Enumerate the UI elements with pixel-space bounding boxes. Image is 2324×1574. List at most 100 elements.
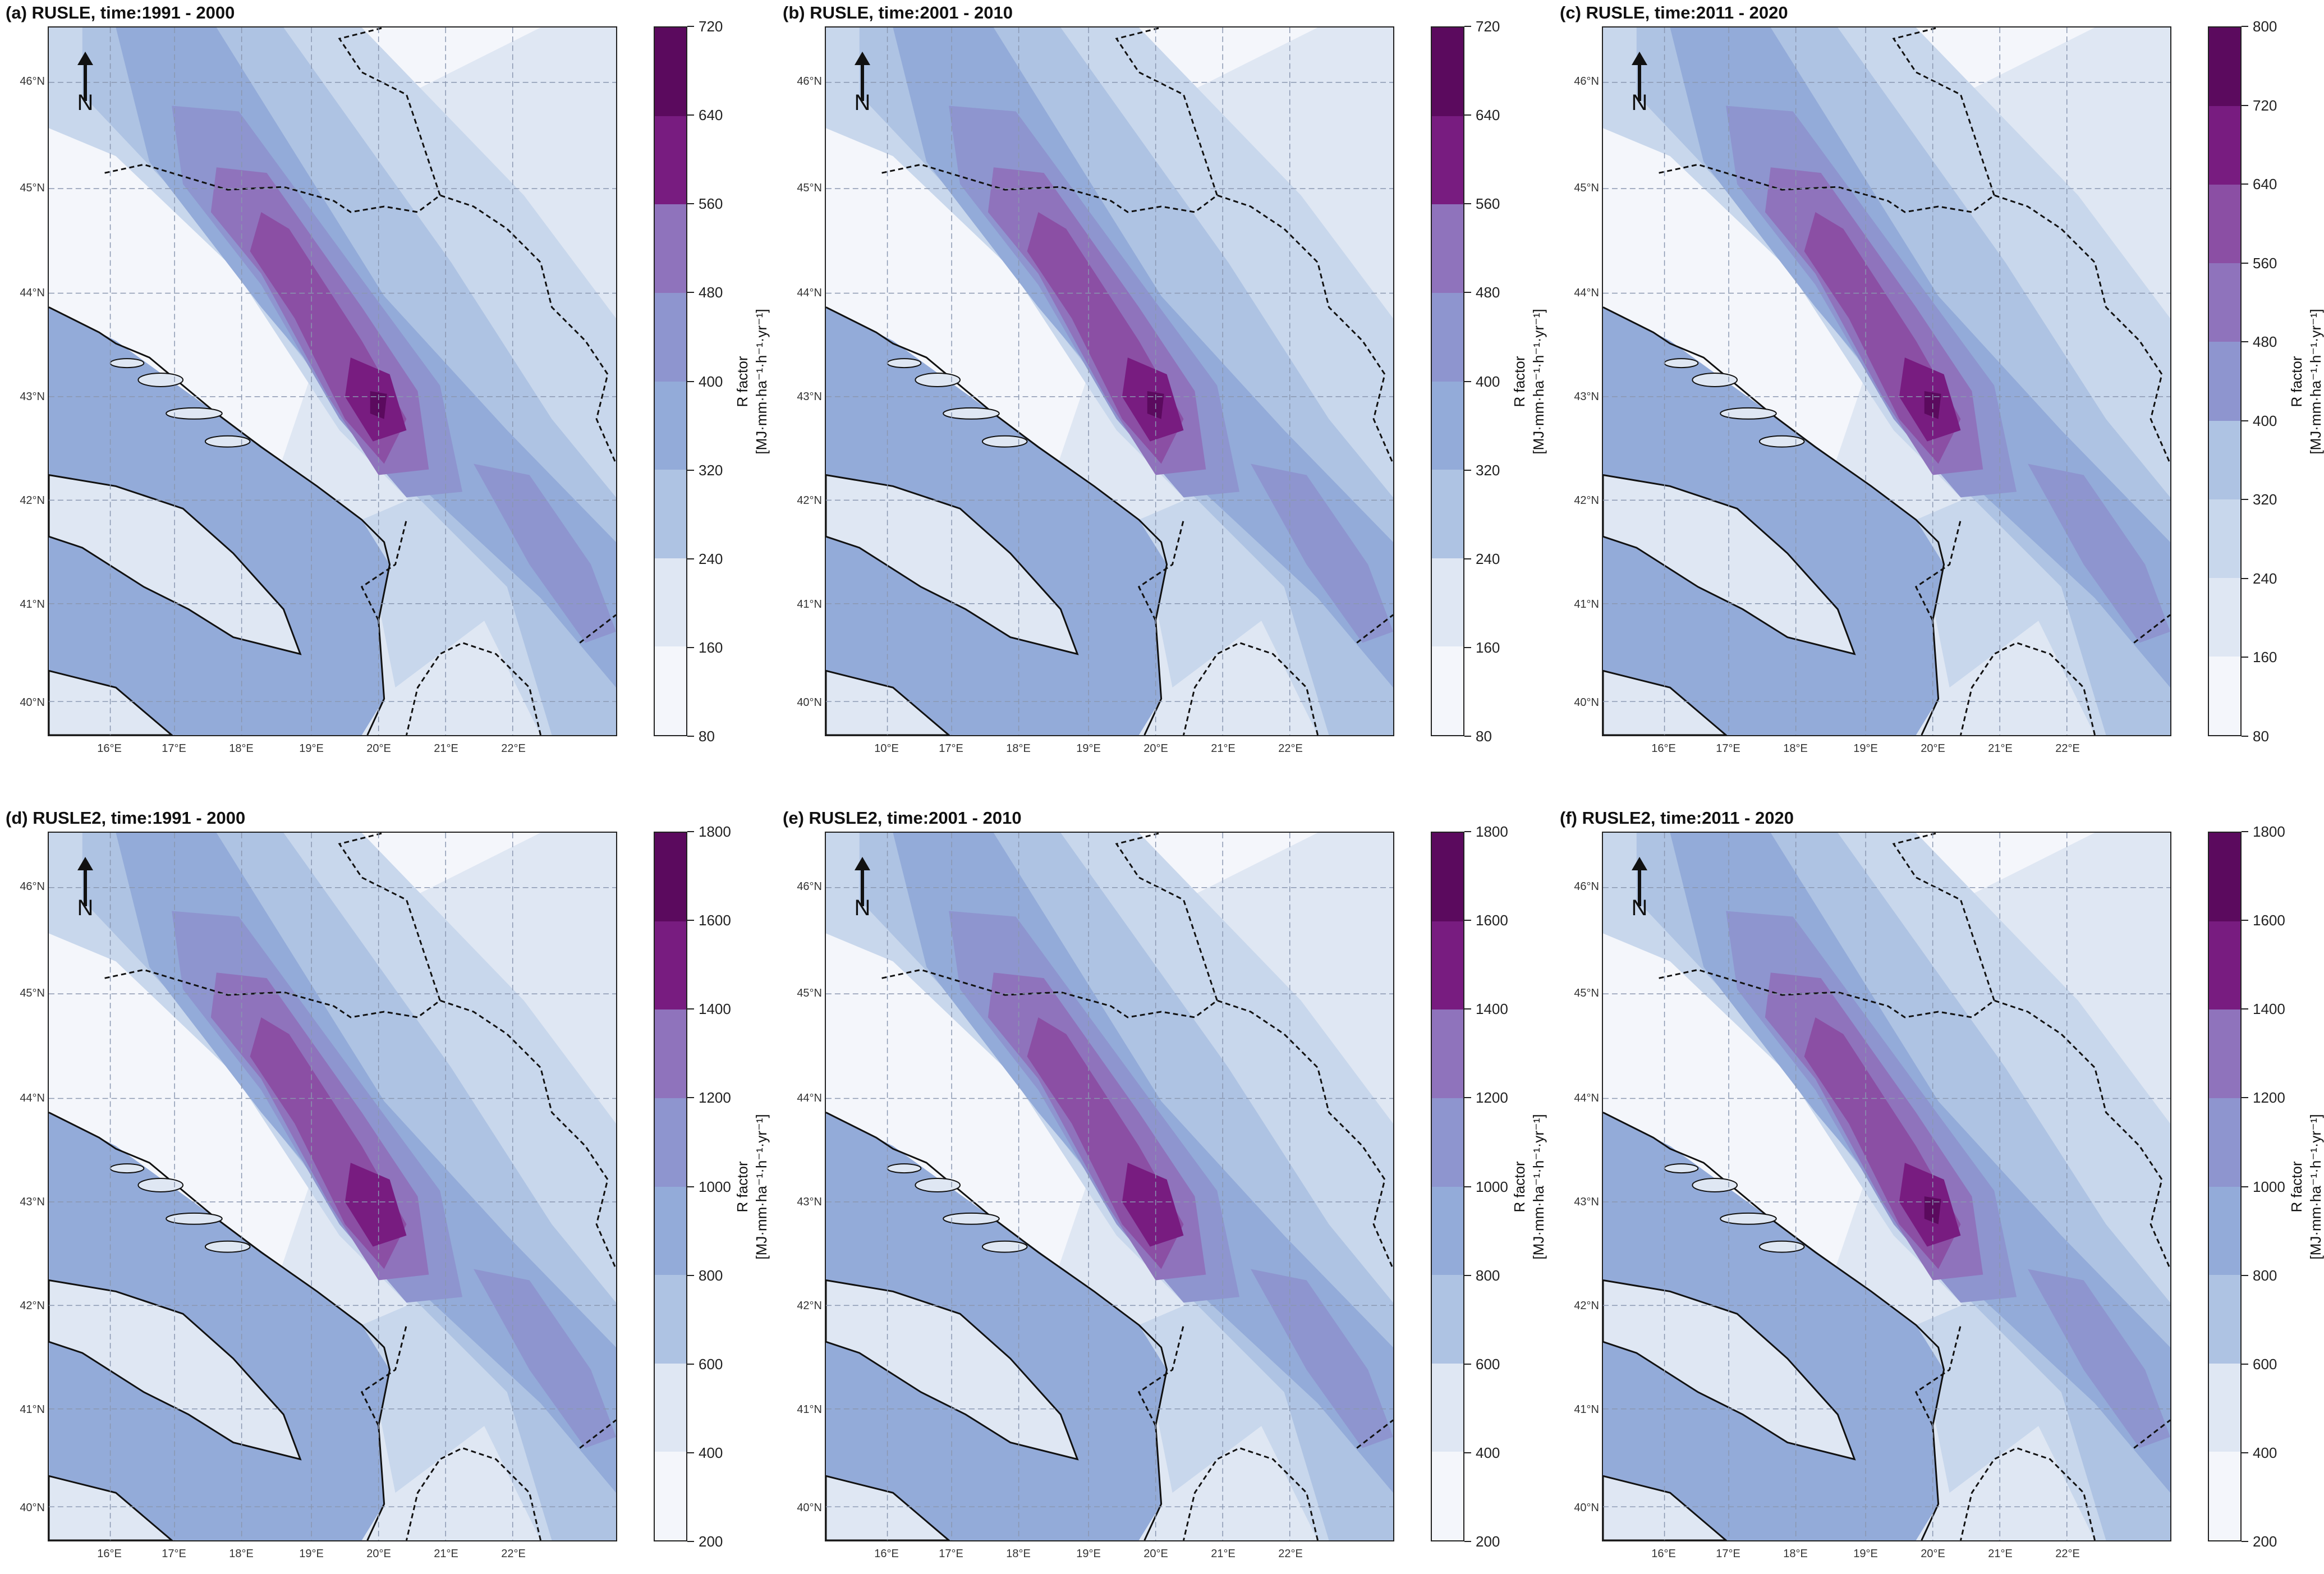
colorbar-tick (1464, 920, 1471, 921)
colorbar-tick (2242, 736, 2248, 737)
map-area: N (1602, 26, 2171, 736)
colorbar-segment (2209, 185, 2240, 264)
colorbar-tick (2242, 1452, 2248, 1453)
colorbar-segment (655, 558, 686, 647)
panel-title: (b) RUSLE, time:2001 - 2010 (783, 3, 1013, 22)
latitude-label: 45°N (20, 987, 45, 999)
colorbar-tick-label: 1400 (1476, 1001, 1508, 1018)
map-area: N (825, 832, 1394, 1541)
colorbar-segment (655, 1098, 686, 1187)
latitude-label: 40°N (1574, 696, 1599, 709)
colorbar-segment (2209, 342, 2240, 421)
longitude-label: 17°E (1716, 742, 1740, 755)
colorbar-tick-label: 600 (699, 1355, 723, 1373)
colorbar-tick-label: 1200 (2253, 1089, 2285, 1107)
colorbar-tick (687, 920, 694, 921)
colorbar-tick (1464, 1274, 1471, 1276)
colorbar-segment (1432, 204, 1463, 293)
latitude-label: 44°N (1574, 287, 1599, 299)
island (204, 1240, 251, 1253)
latitude-label: 41°N (797, 1403, 822, 1416)
colorbar-tick (687, 831, 694, 832)
longitude-label: 20°E (1143, 742, 1168, 755)
map-panel: (a) RUSLE, time:1991 - 2000 N 46°N 45°N 44°N… (6, 3, 780, 766)
island (137, 1178, 184, 1192)
contour-band (1138, 1291, 1262, 1493)
latitude-label: 45°N (1574, 987, 1599, 999)
colorbar-tick (687, 1008, 694, 1010)
longitude-label: 18°E (229, 1548, 254, 1560)
colorbar-segment (655, 1275, 686, 1364)
latitude-label: 41°N (20, 598, 45, 611)
longitude-label: 16°E (97, 742, 122, 755)
colorbar-title: R factor [MJ·mm·ha⁻¹·h⁻¹·yr⁻¹] (733, 309, 771, 454)
contour-band (1138, 486, 1262, 688)
colorbar (1431, 26, 1464, 736)
map-canvas (826, 833, 1393, 1540)
colorbar-tick (2242, 1274, 2248, 1276)
colorbar-segment (655, 292, 686, 382)
arrow-up-icon (1632, 857, 1647, 906)
latitude-label: 46°N (1574, 75, 1599, 88)
latitude-label: 45°N (797, 182, 822, 194)
contour-band (474, 464, 616, 643)
colorbar-tick (1464, 292, 1471, 293)
contour-band (361, 1291, 485, 1493)
coastline (1603, 306, 1945, 735)
colorbar-segment (2209, 1452, 2240, 1540)
contour-band (2028, 464, 2170, 643)
colorbar-tick-label: 80 (2253, 728, 2269, 745)
longitude-label: 18°E (1783, 1548, 1808, 1560)
colorbar-segment (2209, 1363, 2240, 1452)
longitude-label: 17°E (162, 1548, 186, 1560)
latitude-label: 46°N (1574, 880, 1599, 893)
colorbar-segment (655, 1452, 686, 1540)
island (1720, 407, 1777, 420)
colorbar-tick-label: 200 (2253, 1533, 2277, 1550)
country-border (104, 833, 616, 1540)
contour-band (1251, 1269, 1393, 1448)
arrow-shaft (861, 868, 864, 906)
colorbar-tick (687, 736, 694, 737)
island (943, 407, 1000, 420)
longitude-label: 17°E (939, 1548, 963, 1560)
longitude-label: 19°E (299, 742, 324, 755)
colorbar-tick-label: 1600 (2253, 912, 2285, 929)
map-canvas (1603, 833, 2170, 1540)
colorbar-tick-label: 160 (1476, 639, 1500, 656)
island (915, 373, 961, 387)
sea-area (826, 307, 1167, 735)
colorbar-tick-label: 320 (699, 461, 723, 479)
longitude-label: 22°E (501, 742, 526, 755)
longitude-label: 20°E (1921, 742, 1945, 755)
island (1758, 1240, 1805, 1253)
colorbar-tick (2242, 577, 2248, 579)
island (887, 1163, 922, 1174)
colorbar-tick-label: 600 (2253, 1355, 2277, 1373)
island (915, 1178, 961, 1192)
colorbar-tick-label: 720 (2253, 97, 2277, 114)
colorbar (654, 26, 687, 736)
latitude-label: 44°N (1574, 1092, 1599, 1104)
longitude-label: 16°E (97, 1548, 122, 1560)
colorbar-tick (687, 26, 694, 27)
colorbar-tick-label: 400 (699, 373, 723, 390)
colorbar-title: R factor [MJ·mm·ha⁻¹·h⁻¹·yr⁻¹] (1510, 309, 1548, 454)
latitude-label: 42°N (797, 494, 822, 507)
colorbar-segment (655, 1186, 686, 1275)
sea-area (49, 307, 390, 735)
north-label: N (854, 90, 871, 115)
latitude-label: 43°N (20, 1196, 45, 1208)
colorbar-segment (2209, 106, 2240, 185)
longitude-label: 19°E (1853, 742, 1878, 755)
colorbar-tick (2242, 1008, 2248, 1010)
longitude-label: 10°E (874, 742, 899, 755)
latitude-label: 41°N (1574, 598, 1599, 611)
coastline (826, 306, 1168, 735)
arrow-shaft (84, 63, 87, 101)
colorbar-segment (1432, 116, 1463, 205)
colorbar (654, 832, 687, 1541)
island (981, 435, 1028, 448)
latitude-label: 42°N (797, 1300, 822, 1312)
colorbar-tick-label: 480 (1476, 284, 1500, 301)
